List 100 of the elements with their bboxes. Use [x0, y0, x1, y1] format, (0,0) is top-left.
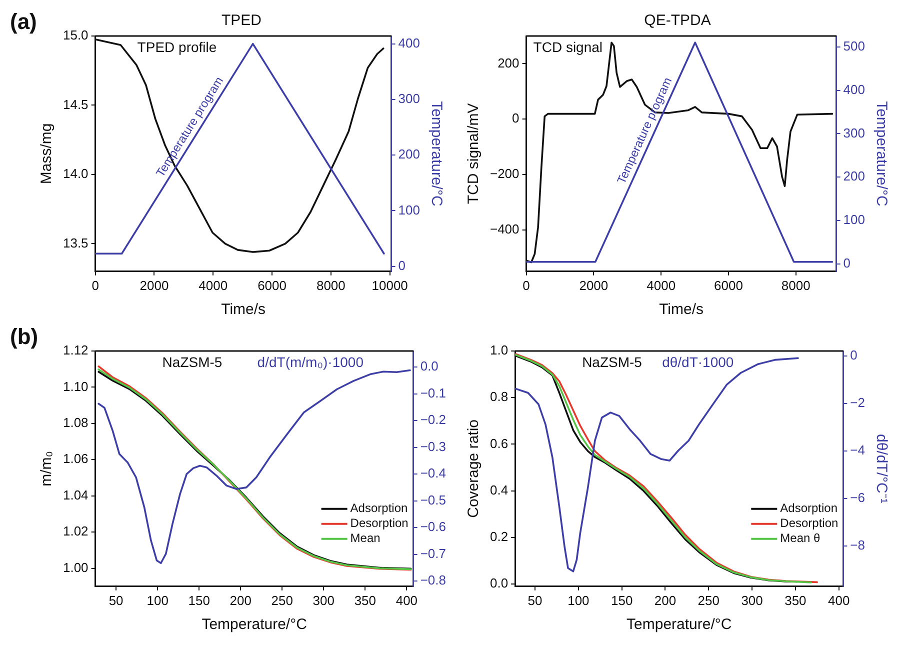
y2-tick-label: 300 — [398, 91, 420, 106]
y2-tick-label: 0 — [843, 256, 851, 271]
y2-tick-label: −8 — [850, 538, 866, 553]
x-tick-label: 300 — [741, 592, 763, 608]
x-tick-label: 0 — [522, 278, 530, 293]
x-tick-label: 50 — [108, 592, 124, 608]
x-tick-label: 150 — [610, 592, 633, 608]
y-tick-label: 1.10 — [62, 378, 88, 394]
x-tick-label: 100 — [146, 592, 168, 608]
y-axis-title: m/m₀ — [38, 451, 56, 486]
y2-axis-title: Temperature/°C — [872, 101, 890, 206]
y2-tick-label: 100 — [843, 212, 866, 228]
y-tick-label: 1.12 — [62, 342, 88, 358]
x-tick-label: 6000 — [258, 278, 286, 293]
y2-tick-label: −4 — [850, 442, 866, 458]
y2-tick-label: −0.3 — [420, 438, 446, 454]
x-tick-label: 250 — [271, 592, 293, 608]
y-tick-label: 0.2 — [490, 529, 508, 544]
x-tick-label: 250 — [698, 592, 720, 608]
y2-tick-label: 500 — [843, 38, 866, 54]
chart-title: TPED — [221, 12, 262, 30]
legend-label: Desorption — [350, 516, 408, 530]
y-tick-label: 13.5 — [62, 235, 88, 250]
chart-title: QE-TPDA — [644, 12, 711, 30]
y2-tick-label: 400 — [843, 82, 866, 97]
x-axis-title: Time/s — [221, 301, 266, 318]
annotation: NaZSM-5 — [162, 354, 222, 370]
x-tick-label: 400 — [396, 592, 418, 608]
x-tick-label: 200 — [230, 592, 252, 608]
x-axis-title: Temperature/°C — [202, 616, 308, 634]
x-axis-title: Time/s — [659, 301, 704, 318]
x-tick-label: 200 — [654, 592, 676, 608]
y2-tick-label: −0.1 — [420, 385, 446, 400]
text: (a) — [10, 9, 37, 34]
series-label: TCD signal — [533, 38, 603, 55]
y-axis-title: Coverage ratio — [465, 420, 482, 518]
y2-tick-label: 0 — [398, 258, 406, 273]
x-tick-label: 8000 — [316, 278, 346, 293]
x-tick-label: 350 — [784, 592, 806, 608]
y2-tick-label: −0.4 — [420, 466, 446, 481]
y-tick-label: 1.08 — [62, 415, 88, 430]
y-tick-label: 1.00 — [62, 560, 88, 575]
y-tick-label: 1.0 — [490, 342, 508, 358]
y-tick-label: 1.06 — [62, 451, 88, 466]
y-tick-label: 0.0 — [490, 576, 508, 591]
legend-label: Desorption — [780, 516, 838, 530]
y-axis-title: TCD signal/mV — [465, 103, 482, 204]
x-tick-label: 150 — [188, 592, 210, 608]
x-axis-title: Temperature/°C — [626, 616, 732, 634]
y2-tick-label: 300 — [843, 125, 866, 140]
text: (b) — [10, 324, 38, 350]
y2-tick-label: −2 — [850, 394, 866, 410]
y2-tick-label: −0.7 — [420, 546, 446, 561]
x-tick-label: 400 — [828, 592, 850, 608]
y2-tick-label: 200 — [843, 168, 866, 184]
legend-label: Mean — [350, 531, 380, 546]
y2-tick-label: −0.5 — [420, 492, 446, 508]
y2-tick-label: 0.0 — [420, 358, 438, 374]
series-label: TPED profile — [137, 38, 217, 55]
series-label: dθ/dT·1000 — [662, 354, 734, 370]
legend-label: Adsorption — [350, 501, 408, 516]
y-tick-label: 1.02 — [62, 524, 88, 539]
x-tick-label: 8000 — [781, 278, 810, 293]
y-axis-title: Mass/mg — [38, 123, 56, 184]
y2-tick-label: 200 — [398, 146, 420, 162]
y-tick-label: 0 — [512, 110, 520, 126]
y2-axis-title: dθ/dT/°C⁻¹ — [872, 434, 890, 504]
y-tick-label: 14.5 — [62, 96, 88, 112]
y2-tick-label: −0.6 — [420, 519, 446, 534]
y2-tick-label: 400 — [398, 35, 420, 50]
x-tick-label: 6000 — [714, 278, 743, 293]
x-tick-label: 2000 — [140, 278, 169, 293]
y-tick-label: 0.8 — [490, 389, 508, 404]
y2-axis-title: Temperature/°C — [428, 101, 445, 206]
x-tick-label: 2000 — [579, 278, 608, 293]
annotation: NaZSM-5 — [582, 354, 642, 370]
y-tick-label: −200 — [490, 166, 520, 182]
x-tick-label: 300 — [312, 592, 335, 608]
x-tick-label: 0 — [92, 278, 99, 293]
y-tick-label: 0.6 — [490, 436, 508, 451]
y2-tick-label: −6 — [850, 490, 866, 505]
x-tick-label: 10000 — [372, 278, 408, 293]
y-tick-label: 14.0 — [62, 166, 88, 182]
y-tick-label: −400 — [490, 221, 520, 236]
legend-label: Adsorption — [780, 501, 838, 516]
series-label: d/dT(m/m₀)·1000 — [257, 354, 364, 370]
legend-label: Mean θ — [780, 531, 820, 546]
y2-tick-label: 100 — [398, 202, 420, 218]
x-tick-label: 350 — [354, 592, 376, 608]
x-tick-label: 4000 — [198, 278, 228, 293]
y2-tick-label: −0.8 — [420, 572, 446, 588]
x-tick-label: 4000 — [646, 278, 676, 293]
x-tick-label: 100 — [568, 592, 590, 608]
y2-tick-label: −0.2 — [420, 412, 446, 428]
y-tick-label: 1.04 — [62, 487, 88, 502]
y-tick-label: 15.0 — [62, 28, 88, 43]
y2-tick-label: 0 — [850, 347, 858, 362]
y-tick-label: 0.4 — [490, 482, 508, 498]
y-tick-label: 200 — [498, 55, 520, 70]
x-tick-label: 50 — [528, 592, 542, 608]
